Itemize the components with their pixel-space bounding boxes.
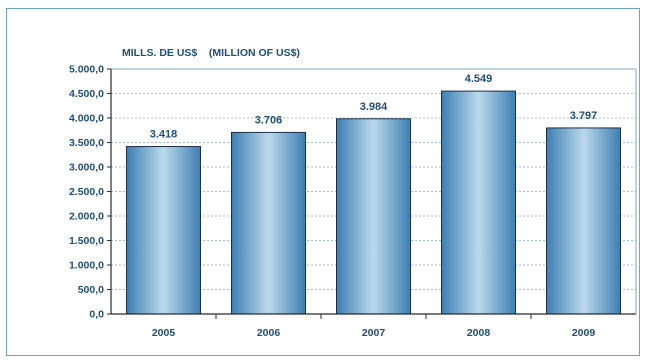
axes bbox=[110, 69, 637, 315]
bar-2005 bbox=[126, 146, 201, 315]
y-tick-label: 0,0 bbox=[89, 309, 104, 321]
chart-title: MILLS. DE US$ (MILLION OF US$) bbox=[122, 47, 300, 59]
x-tick-label-2008: 2008 bbox=[467, 327, 491, 339]
y-tick-label: 5.000,0 bbox=[69, 64, 104, 76]
y-tick-label: 2.000,0 bbox=[69, 211, 104, 223]
data-label-2008: 4.549 bbox=[465, 73, 493, 85]
y-tick-label: 4.000,0 bbox=[69, 113, 104, 125]
y-tick-label: 500,0 bbox=[78, 284, 104, 296]
x-tick-label-2007: 2007 bbox=[362, 327, 386, 339]
y-tick-label: 1.000,0 bbox=[69, 260, 104, 272]
data-label-2007: 3.984 bbox=[360, 101, 388, 113]
y-tick-label: 4.500,0 bbox=[69, 88, 104, 100]
y-tick-label: 1.500,0 bbox=[69, 235, 104, 247]
y-tick-label: 3.500,0 bbox=[69, 137, 104, 149]
y-tick-label: 3.000,0 bbox=[69, 162, 104, 174]
bar-2008 bbox=[441, 90, 516, 315]
x-tick-label-2005: 2005 bbox=[152, 327, 176, 339]
bar-2009 bbox=[546, 127, 621, 315]
bar-2007 bbox=[336, 118, 411, 315]
data-label-2006: 3.706 bbox=[255, 114, 283, 126]
chart-frame bbox=[6, 8, 640, 356]
data-labels: 3.418 3.706 3.984 4.549 3.797 bbox=[150, 73, 598, 140]
y-tick-labels: 0,0 500,0 1.000,0 1.500,0 2.000,0 2.500,0 3.00… bbox=[69, 64, 104, 321]
bar-2006 bbox=[231, 131, 306, 315]
x-tick-label-2009: 2009 bbox=[572, 327, 596, 339]
bars bbox=[126, 90, 621, 315]
x-tick-label-2006: 2006 bbox=[257, 327, 281, 339]
y-tick-label: 2.500,0 bbox=[69, 186, 104, 198]
data-label-2009: 3.797 bbox=[570, 110, 598, 122]
data-label-2005: 3.418 bbox=[150, 129, 178, 141]
x-tick-labels: 2005 2006 2007 2008 2009 bbox=[152, 327, 596, 339]
